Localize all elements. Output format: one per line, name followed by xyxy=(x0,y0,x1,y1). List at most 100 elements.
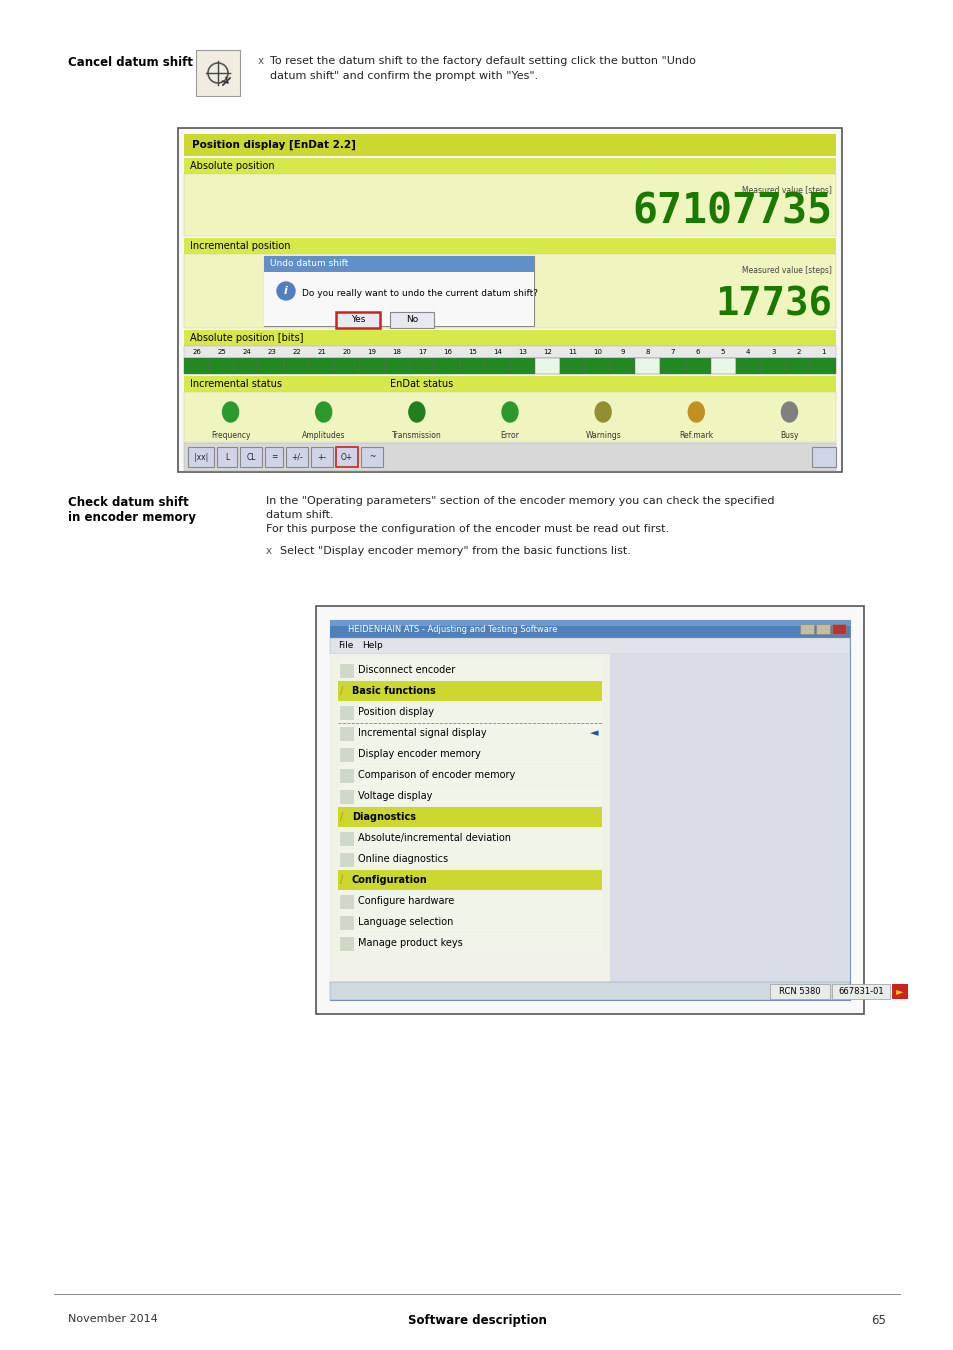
Bar xyxy=(184,443,835,471)
Bar xyxy=(360,447,382,467)
Text: Diagnostics: Diagnostics xyxy=(352,811,416,822)
Text: L: L xyxy=(225,452,229,462)
Text: Help: Help xyxy=(361,641,382,651)
Text: Error: Error xyxy=(500,432,518,440)
Bar xyxy=(337,849,601,869)
Text: 6: 6 xyxy=(695,350,700,355)
Bar xyxy=(184,346,835,358)
Text: +-: +- xyxy=(317,452,326,462)
Bar xyxy=(339,769,354,783)
Bar xyxy=(337,702,601,722)
Text: Absolute/incremental deviation: Absolute/incremental deviation xyxy=(357,833,511,842)
Text: 21: 21 xyxy=(317,350,326,355)
Bar xyxy=(335,358,359,374)
Bar xyxy=(339,832,354,846)
Text: Measured value [steps]: Measured value [steps] xyxy=(741,186,831,194)
Text: Frequency: Frequency xyxy=(211,432,250,440)
Bar xyxy=(559,358,584,374)
Text: 8: 8 xyxy=(645,350,650,355)
Bar xyxy=(195,50,240,96)
Text: 19: 19 xyxy=(367,350,376,355)
Bar xyxy=(337,680,601,701)
Bar xyxy=(330,639,849,653)
Text: /: / xyxy=(339,686,343,697)
Bar xyxy=(264,256,534,325)
Text: Configure hardware: Configure hardware xyxy=(357,896,454,906)
Ellipse shape xyxy=(501,402,517,423)
Bar xyxy=(769,984,829,999)
Text: datum shift" and confirm the prompt with "Yes".: datum shift" and confirm the prompt with… xyxy=(270,72,537,81)
Bar xyxy=(184,392,835,441)
Bar xyxy=(584,358,610,374)
Bar xyxy=(330,620,849,639)
Bar xyxy=(459,358,484,374)
Bar xyxy=(510,358,535,374)
Text: To reset the datum shift to the factory default setting click the button "Undo: To reset the datum shift to the factory … xyxy=(270,55,695,66)
Text: 17: 17 xyxy=(417,350,426,355)
Bar xyxy=(659,358,685,374)
Text: Manage product keys: Manage product keys xyxy=(357,938,462,948)
Bar xyxy=(359,358,384,374)
Text: HEIDENHAIN ATS - Adjusting and Testing Software: HEIDENHAIN ATS - Adjusting and Testing S… xyxy=(348,625,557,633)
Bar xyxy=(811,447,835,467)
Text: Incremental position: Incremental position xyxy=(190,242,291,251)
Text: x: x xyxy=(257,55,264,66)
Bar xyxy=(409,358,435,374)
Bar xyxy=(800,624,813,634)
Text: No: No xyxy=(405,316,417,324)
Text: Transmission: Transmission xyxy=(392,432,441,440)
Bar xyxy=(891,984,907,999)
Bar xyxy=(390,312,434,328)
Text: 23: 23 xyxy=(267,350,276,355)
Bar xyxy=(635,358,659,374)
Bar xyxy=(484,358,510,374)
Text: Measured value [steps]: Measured value [steps] xyxy=(741,266,831,275)
Text: Ref.mark: Ref.mark xyxy=(679,432,713,440)
Text: /: / xyxy=(339,875,343,886)
Bar xyxy=(311,447,333,467)
Bar xyxy=(284,358,309,374)
Bar xyxy=(330,620,849,626)
Ellipse shape xyxy=(409,402,424,423)
Bar xyxy=(337,828,601,848)
Text: 20: 20 xyxy=(342,350,351,355)
Bar xyxy=(264,256,534,271)
Text: EnDat status: EnDat status xyxy=(390,379,453,389)
Text: File: File xyxy=(337,641,353,651)
Text: CL: CL xyxy=(246,452,255,462)
Text: 25: 25 xyxy=(217,350,226,355)
Bar xyxy=(233,358,259,374)
Bar xyxy=(337,660,601,680)
Bar xyxy=(831,984,889,999)
Text: Voltage display: Voltage display xyxy=(357,791,432,801)
Text: Basic functions: Basic functions xyxy=(352,686,436,697)
Bar xyxy=(184,134,835,157)
Bar xyxy=(535,358,559,374)
Bar xyxy=(184,158,835,174)
Bar xyxy=(178,128,841,472)
Bar xyxy=(216,447,236,467)
Text: |xx|: |xx| xyxy=(193,452,208,462)
Text: 14: 14 xyxy=(493,350,501,355)
Text: 7: 7 xyxy=(670,350,675,355)
Bar xyxy=(209,358,233,374)
Text: 3: 3 xyxy=(770,350,775,355)
Text: 11: 11 xyxy=(568,350,577,355)
Text: Cancel datum shift: Cancel datum shift xyxy=(68,55,193,69)
Text: Software description: Software description xyxy=(407,1314,546,1327)
Bar xyxy=(184,238,835,254)
Bar xyxy=(337,807,601,828)
Text: Comparison of encoder memory: Comparison of encoder memory xyxy=(357,769,515,780)
Ellipse shape xyxy=(222,402,238,423)
Text: 2: 2 xyxy=(796,350,800,355)
Text: 15: 15 xyxy=(468,350,476,355)
Text: Absolute position: Absolute position xyxy=(190,161,274,171)
Text: Warnings: Warnings xyxy=(584,432,620,440)
Text: Do you really want to undo the current datum shift?: Do you really want to undo the current d… xyxy=(302,289,537,298)
Text: ◄: ◄ xyxy=(589,728,598,738)
Bar xyxy=(184,358,209,374)
Bar xyxy=(810,358,835,374)
Bar xyxy=(337,786,601,806)
Bar xyxy=(339,706,354,720)
Text: 17736: 17736 xyxy=(715,286,831,324)
